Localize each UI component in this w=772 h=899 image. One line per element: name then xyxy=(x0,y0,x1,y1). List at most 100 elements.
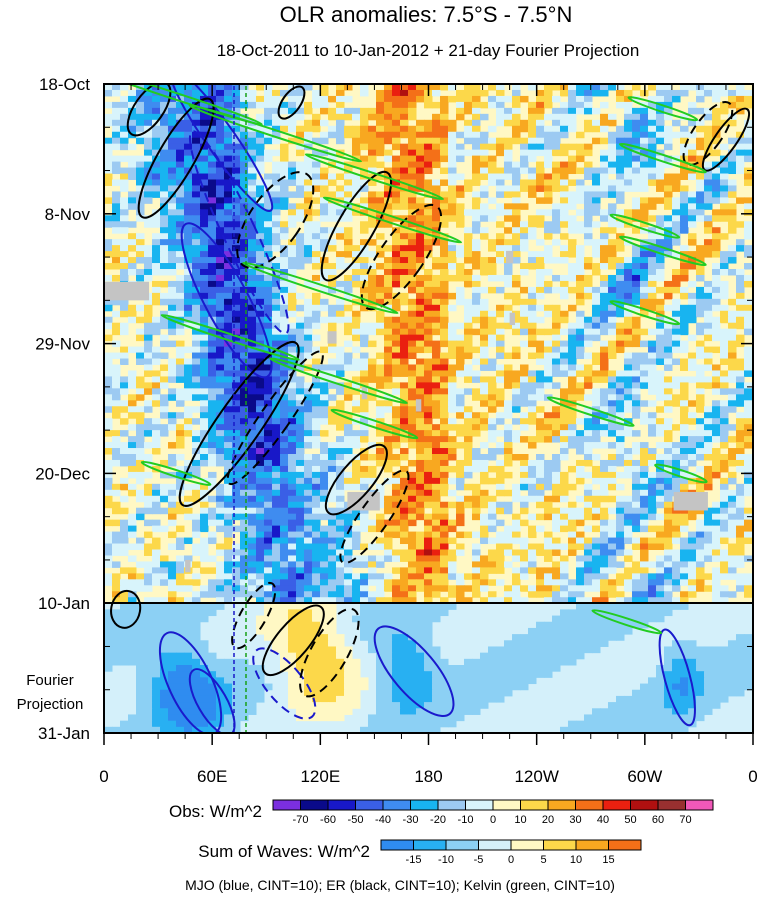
obs-anomaly-cell xyxy=(616,257,625,264)
obs-anomaly-cell xyxy=(408,161,417,169)
obs-anomaly-cell xyxy=(192,257,201,264)
obs-anomaly-cell xyxy=(280,179,289,186)
obs-anomaly-cell xyxy=(192,274,201,282)
obs-anomaly-cell xyxy=(376,430,385,437)
obs-anomaly-cell xyxy=(664,519,673,527)
obs-anomaly-cell xyxy=(384,424,393,431)
obs-anomaly-cell xyxy=(104,442,113,449)
obs-anomaly-cell xyxy=(104,352,113,360)
obs-anomaly-cell xyxy=(104,322,113,330)
obs-anomaly-cell xyxy=(120,107,129,115)
obs-anomaly-cell xyxy=(568,340,577,348)
obs-anomaly-cell xyxy=(432,89,441,97)
obs-anomaly-cell xyxy=(736,245,745,252)
obs-anomaly-cell xyxy=(624,430,633,437)
obs-anomaly-cell xyxy=(664,525,673,533)
obs-anomaly-cell xyxy=(544,328,553,336)
obs-anomaly-cell xyxy=(408,179,417,186)
obs-anomaly-cell xyxy=(248,424,257,431)
obs-anomaly-cell xyxy=(176,155,185,163)
obs-anomaly-cell xyxy=(320,185,329,192)
obs-anomaly-cell xyxy=(608,316,617,324)
obs-anomaly-cell xyxy=(320,304,329,312)
obs-anomaly-cell xyxy=(560,418,569,425)
obs-anomaly-cell xyxy=(576,418,585,425)
obs-anomaly-cell xyxy=(472,227,481,234)
obs-anomaly-cell xyxy=(136,388,145,395)
obs-anomaly-cell xyxy=(240,292,249,300)
obs-anomaly-cell xyxy=(224,233,233,240)
obs-anomaly-cell xyxy=(336,388,345,395)
obs-anomaly-cell xyxy=(440,531,449,539)
obs-anomaly-cell xyxy=(608,495,617,503)
obs-anomaly-cell xyxy=(120,251,129,258)
obs-anomaly-cell xyxy=(144,382,153,389)
obs-anomaly-cell xyxy=(720,424,729,431)
obs-anomaly-cell xyxy=(432,495,441,503)
obs-anomaly-cell xyxy=(104,149,113,157)
obs-anomaly-cell xyxy=(640,364,649,371)
obs-anomaly-cell xyxy=(672,89,681,97)
obs-anomaly-cell xyxy=(344,245,353,252)
obs-anomaly-cell xyxy=(424,489,433,497)
obs-anomaly-cell xyxy=(480,495,489,503)
obs-anomaly-cell xyxy=(328,209,337,216)
obs-anomaly-cell xyxy=(184,424,193,431)
obs-anomaly-cell xyxy=(224,370,233,377)
obs-anomaly-cell xyxy=(504,412,513,419)
obs-anomaly-cell xyxy=(144,334,153,342)
obs-anomaly-cell xyxy=(384,191,393,198)
obs-anomaly-cell xyxy=(432,322,441,330)
obs-anomaly-cell xyxy=(560,430,569,437)
obs-anomaly-cell xyxy=(456,370,465,377)
obs-anomaly-cell xyxy=(280,376,289,383)
obs-anomaly-cell xyxy=(728,531,737,539)
obs-anomaly-cell xyxy=(472,191,481,198)
obs-anomaly-cell xyxy=(648,161,657,169)
obs-anomaly-cell xyxy=(552,454,561,461)
obs-anomaly-cell xyxy=(488,519,497,527)
obs-anomaly-cell xyxy=(104,495,113,503)
obs-anomaly-cell xyxy=(320,406,329,413)
obs-anomaly-cell xyxy=(272,280,281,288)
obs-anomaly-cell xyxy=(312,501,321,509)
obs-anomaly-cell xyxy=(488,382,497,389)
obs-anomaly-cell xyxy=(448,489,457,497)
obs-anomaly-cell xyxy=(312,364,321,371)
obs-anomaly-cell xyxy=(600,101,609,109)
obs-anomaly-cell xyxy=(712,430,721,437)
obs-anomaly-cell xyxy=(232,298,241,306)
obs-anomaly-cell xyxy=(624,304,633,312)
obs-anomaly-cell xyxy=(440,113,449,121)
obs-anomaly-cell xyxy=(152,394,161,401)
obs-anomaly-cell xyxy=(472,280,481,288)
obs-anomaly-cell xyxy=(592,107,601,115)
obs-anomaly-cell xyxy=(344,412,353,419)
obs-anomaly-cell xyxy=(720,454,729,461)
obs-anomaly-cell xyxy=(632,179,641,186)
obs-anomaly-cell xyxy=(224,454,233,461)
obs-anomaly-cell xyxy=(392,519,401,527)
obs-anomaly-cell xyxy=(248,465,257,473)
obs-anomaly-cell xyxy=(488,143,497,151)
obs-anomaly-cell xyxy=(600,155,609,163)
obs-anomaly-cell xyxy=(392,203,401,210)
obs-anomaly-cell xyxy=(184,382,193,389)
obs-anomaly-cell xyxy=(176,101,185,109)
obs-anomaly-cell xyxy=(304,465,313,473)
obs-anomaly-cell xyxy=(536,388,545,395)
obs-anomaly-cell xyxy=(672,197,681,204)
obs-anomaly-cell xyxy=(648,454,657,461)
obs-anomaly-cell xyxy=(232,197,241,204)
obs-anomaly-cell xyxy=(232,95,241,103)
obs-anomaly-cell xyxy=(280,436,289,443)
obs-anomaly-cell xyxy=(552,340,561,348)
obs-anomaly-cell xyxy=(160,495,169,503)
obs-anomaly-cell xyxy=(256,125,265,133)
obs-anomaly-cell xyxy=(160,251,169,258)
obs-anomaly-cell xyxy=(464,322,473,330)
obs-anomaly-cell xyxy=(408,310,417,318)
obs-anomaly-cell xyxy=(152,376,161,383)
obs-anomaly-cell xyxy=(120,257,129,264)
obs-anomaly-cell xyxy=(648,101,657,109)
